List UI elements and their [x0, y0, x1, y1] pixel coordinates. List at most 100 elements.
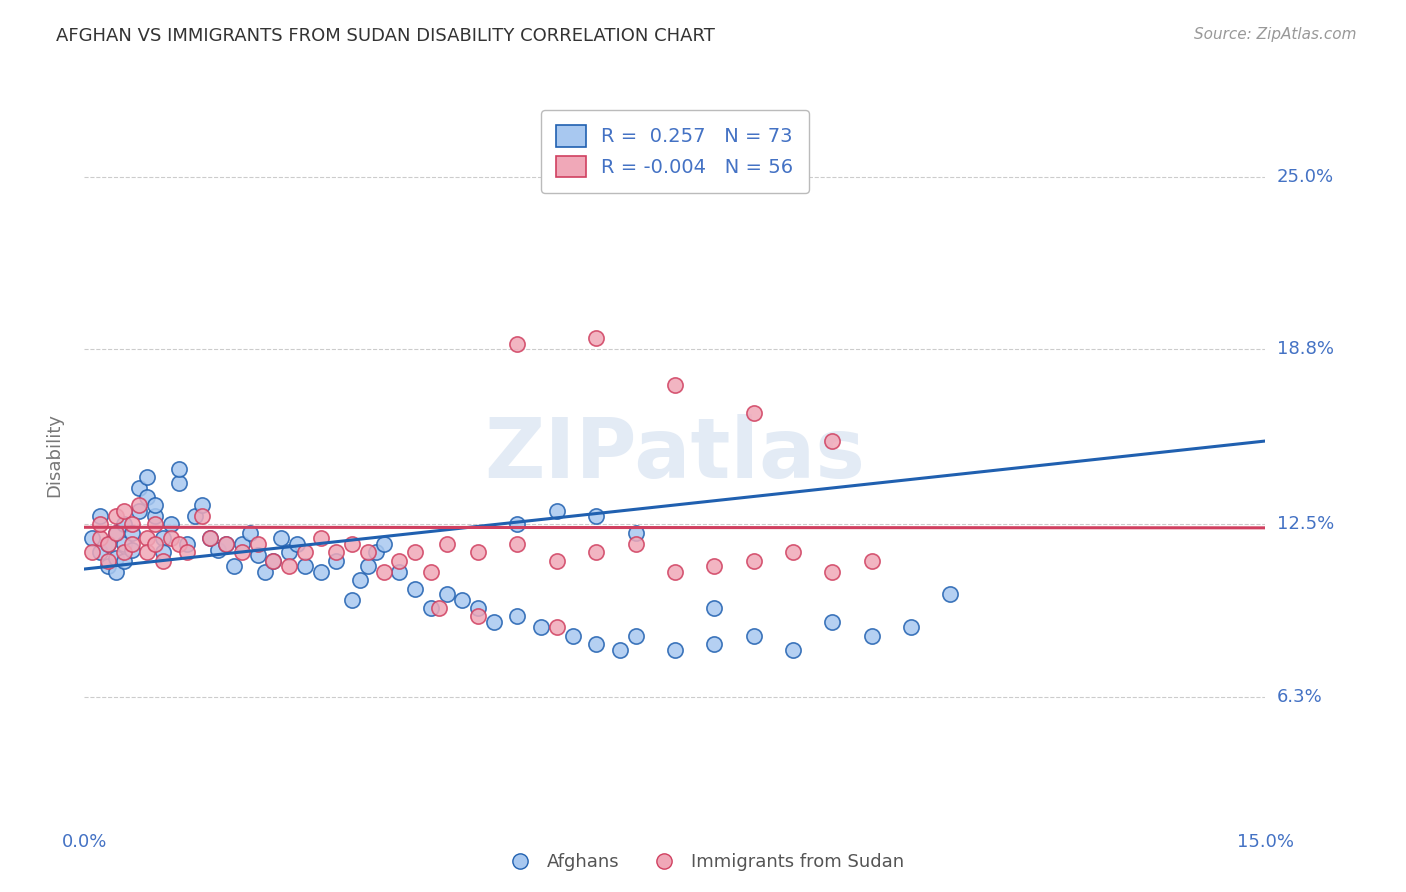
Point: [262, 554, 284, 568]
Point: [467, 545, 489, 559]
Point: [121, 537, 143, 551]
Point: [97, 554, 120, 568]
Point: [278, 545, 301, 559]
Point: [703, 637, 725, 651]
Point: [112, 554, 135, 568]
Point: [451, 592, 474, 607]
Point: [664, 642, 686, 657]
Point: [340, 537, 363, 551]
Point: [609, 642, 631, 657]
Point: [176, 545, 198, 559]
Point: [97, 559, 120, 574]
Point: [357, 559, 380, 574]
Point: [112, 545, 135, 559]
Point: [325, 554, 347, 568]
Point: [136, 532, 159, 546]
Point: [143, 537, 166, 551]
Point: [585, 509, 607, 524]
Point: [419, 565, 441, 579]
Point: [325, 545, 347, 559]
Point: [703, 559, 725, 574]
Point: [183, 509, 205, 524]
Point: [506, 517, 529, 532]
Point: [191, 509, 214, 524]
Point: [900, 620, 922, 634]
Point: [152, 554, 174, 568]
Point: [860, 554, 883, 568]
Point: [436, 537, 458, 551]
Point: [939, 587, 962, 601]
Point: [782, 642, 804, 657]
Point: [742, 629, 765, 643]
Point: [89, 545, 111, 559]
Point: [82, 545, 104, 559]
Point: [388, 565, 411, 579]
Point: [104, 565, 127, 579]
Point: [104, 525, 127, 540]
Point: [112, 537, 135, 551]
Point: [467, 601, 489, 615]
Text: 12.5%: 12.5%: [1277, 516, 1334, 533]
Point: [506, 336, 529, 351]
Point: [136, 490, 159, 504]
Text: AFGHAN VS IMMIGRANTS FROM SUDAN DISABILITY CORRELATION CHART: AFGHAN VS IMMIGRANTS FROM SUDAN DISABILI…: [56, 27, 716, 45]
Point: [246, 548, 269, 562]
Point: [112, 517, 135, 532]
Point: [160, 517, 183, 532]
Point: [388, 554, 411, 568]
Point: [143, 517, 166, 532]
Point: [128, 481, 150, 495]
Point: [215, 537, 238, 551]
Point: [112, 503, 135, 517]
Y-axis label: Disability: Disability: [45, 413, 63, 497]
Point: [585, 331, 607, 345]
Point: [664, 565, 686, 579]
Point: [176, 537, 198, 551]
Point: [278, 559, 301, 574]
Point: [427, 601, 450, 615]
Text: 6.3%: 6.3%: [1277, 688, 1322, 706]
Point: [89, 532, 111, 546]
Point: [467, 609, 489, 624]
Point: [436, 587, 458, 601]
Point: [121, 525, 143, 540]
Point: [136, 470, 159, 484]
Point: [167, 537, 190, 551]
Point: [239, 525, 262, 540]
Point: [215, 537, 238, 551]
Point: [419, 601, 441, 615]
Point: [349, 573, 371, 587]
Point: [262, 554, 284, 568]
Point: [585, 637, 607, 651]
Point: [121, 542, 143, 557]
Point: [309, 532, 332, 546]
Point: [167, 475, 190, 490]
Point: [104, 509, 127, 524]
Legend: R =  0.257   N = 73, R = -0.004   N = 56: R = 0.257 N = 73, R = -0.004 N = 56: [541, 110, 808, 193]
Point: [782, 545, 804, 559]
Text: ZIPatlas: ZIPatlas: [485, 415, 865, 495]
Point: [152, 545, 174, 559]
Point: [546, 503, 568, 517]
Point: [364, 545, 387, 559]
Point: [742, 406, 765, 420]
Point: [104, 525, 127, 540]
Point: [136, 545, 159, 559]
Text: 18.8%: 18.8%: [1277, 340, 1333, 359]
Point: [561, 629, 583, 643]
Point: [624, 525, 647, 540]
Point: [294, 545, 316, 559]
Text: Source: ZipAtlas.com: Source: ZipAtlas.com: [1194, 27, 1357, 42]
Point: [404, 582, 426, 596]
Point: [309, 565, 332, 579]
Point: [664, 378, 686, 392]
Point: [143, 509, 166, 524]
Point: [89, 517, 111, 532]
Point: [207, 542, 229, 557]
Point: [121, 517, 143, 532]
Point: [97, 537, 120, 551]
Point: [860, 629, 883, 643]
Legend: Afghans, Immigrants from Sudan: Afghans, Immigrants from Sudan: [495, 847, 911, 879]
Point: [821, 565, 844, 579]
Point: [821, 615, 844, 629]
